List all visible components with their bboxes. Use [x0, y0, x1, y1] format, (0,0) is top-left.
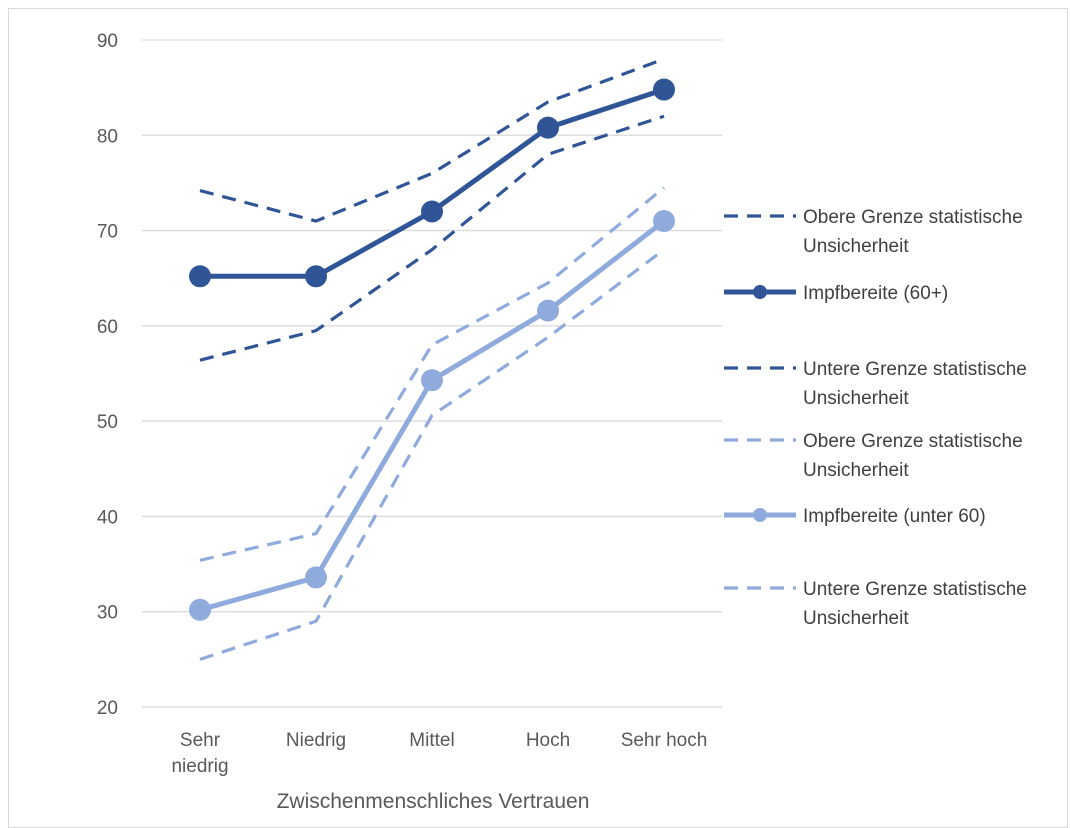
legend-item: Untere Grenze statistische Unsicherheit: [724, 359, 1027, 409]
y-tick-label: 80: [97, 126, 118, 147]
series-line-3: [199, 186, 666, 562]
y-tick-label: 40: [97, 507, 118, 528]
x-tick-label: Sehr hoch: [621, 730, 708, 751]
series-4-point: [537, 299, 559, 322]
series-line-2: [199, 114, 665, 362]
series-4-point: [421, 369, 443, 392]
series-4-point: [189, 598, 211, 621]
y-tick-label: 50: [97, 412, 118, 433]
legend-marker: [753, 285, 767, 299]
series-lines: [189, 57, 675, 661]
x-axis-title: Zwischenmenschliches Vertrauen: [277, 790, 590, 813]
legend-item: Impfbereite (unter 60): [724, 506, 986, 527]
series-line-0: [199, 57, 665, 223]
series-4-point: [653, 210, 675, 233]
series-1-point: [421, 200, 443, 223]
x-tick-label: Mittel: [409, 730, 454, 751]
legend-marker: [753, 508, 767, 522]
legend-label: Impfbereite (unter 60): [803, 506, 986, 527]
x-tick-label: Sehr niedrig: [171, 730, 228, 777]
x-tick-label: Niedrig: [286, 730, 346, 751]
x-tick-label: Hoch: [526, 730, 570, 751]
y-axis-tick-labels: 20 30 40 50 60 70 80 90: [97, 31, 118, 719]
y-tick-label: 90: [97, 31, 118, 52]
legend-item: Untere Grenze statistische Unsicherheit: [724, 579, 1027, 629]
y-tick-label: 70: [97, 222, 118, 243]
legend: Obere Grenze statistische Unsicherheit Imp…: [724, 207, 1027, 629]
legend-item: Obere Grenze statistische Unsicherheit: [724, 431, 1023, 481]
chart-frame: [8, 8, 1068, 828]
y-tick-label: 30: [97, 603, 118, 624]
series-line-5: [199, 248, 665, 661]
series-1-point: [189, 265, 211, 288]
y-tick-label: 20: [97, 698, 118, 719]
legend-item: Impfbereite (60+): [724, 283, 948, 304]
y-tick-label: 60: [97, 317, 118, 338]
legend-label: Impfbereite (60+): [803, 283, 948, 304]
gridlines: [142, 39, 722, 708]
legend-label: Obere Grenze statistische Unsicherheit: [803, 207, 1023, 257]
series-1-point: [305, 265, 327, 288]
series-1-point: [537, 116, 559, 139]
legend-label: Obere Grenze statistische Unsicherheit: [803, 431, 1023, 481]
legend-label: Untere Grenze statistische Unsicherheit: [803, 359, 1027, 409]
x-axis-tick-labels: Sehr niedrig Niedrig Mittel Hoch Sehr hoch: [171, 730, 707, 777]
legend-label: Untere Grenze statistische Unsicherheit: [803, 579, 1027, 629]
legend-item: Obere Grenze statistische Unsicherheit: [724, 207, 1023, 257]
series-1-point: [653, 78, 675, 101]
series-4-point: [305, 566, 327, 589]
